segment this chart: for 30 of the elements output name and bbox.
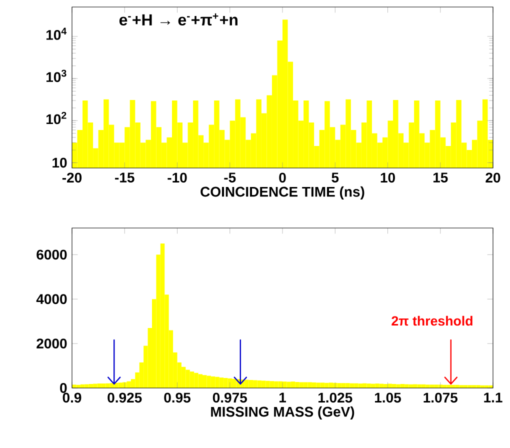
annotation: e$^{-}$+H → e$^{-}$+π$^{+}$+n [119, 13, 238, 26]
y-tick-label: 10$^{3}$ [46, 70, 66, 82]
y-tick-label: 2000 [36, 338, 67, 349]
x-tick-label: 1.025 [318, 392, 352, 403]
x-axis-title: MISSING MASS (GeV) [211, 406, 354, 420]
x-tick-label: 0.95 [164, 392, 190, 403]
y-tick-label: 0 [60, 383, 67, 393]
x-tick-label: 0.975 [212, 392, 247, 403]
y-tick-label: 10$^{4}$ [46, 28, 67, 40]
x-tick-label: 10 [380, 172, 395, 183]
x-tick-label: 0 [279, 172, 286, 183]
x-tick-label: 15 [433, 172, 448, 182]
x-tick-label: 20 [486, 172, 500, 183]
x-tick-label: 5 [332, 172, 339, 182]
y-tick-label: 4000 [36, 294, 67, 304]
x-tick-label: -5 [224, 172, 236, 182]
x-tick-label: -10 [168, 172, 187, 183]
ref-line-label: 2π threshold [392, 316, 472, 326]
x-tick-label: 1.05 [375, 392, 401, 403]
x-tick-label: 1.075 [424, 392, 458, 403]
y-tick-label: 10$^{2}$ [46, 112, 66, 124]
y-tick-label: 6000 [36, 250, 67, 260]
x-tick-label: -15 [115, 172, 134, 182]
x-tick-label: -20 [62, 172, 82, 183]
x-tick-label: 1 [279, 392, 286, 402]
x-tick-label: 0.925 [108, 392, 142, 403]
y-tick-label: 10 [52, 158, 67, 168]
x-tick-label: 0.9 [62, 392, 82, 403]
x-axis-title: COINCIDENCE TIME (ns) [200, 186, 364, 200]
x-tick-label: 1.1 [484, 392, 502, 402]
